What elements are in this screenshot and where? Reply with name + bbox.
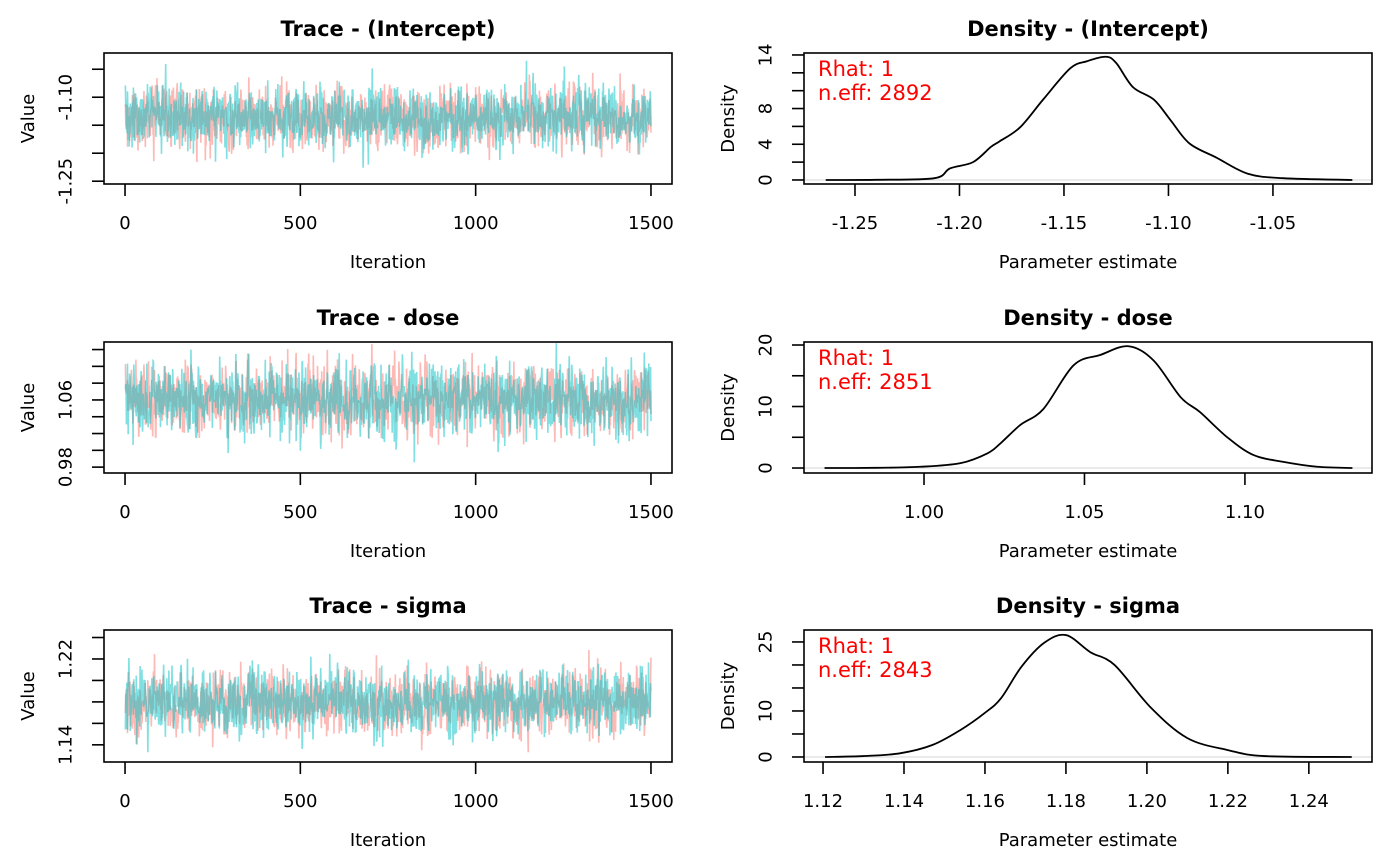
plot-area [124, 343, 652, 463]
x-tick-label: 0 [119, 502, 130, 523]
y-tick-label: 0.98 [56, 447, 77, 487]
x-tick-label: 1.00 [904, 502, 944, 523]
x-tick-label: 500 [283, 502, 317, 523]
neff-annotation: n.eff: 2892 [818, 81, 933, 105]
density-panel-1: Density - (Intercept) Rhat: 1n.eff: 2892 -… [718, 17, 1373, 273]
y-axis-label: Density [718, 373, 739, 442]
panel-title: Density - dose [1003, 306, 1173, 330]
x-tick-label: 1.12 [803, 791, 843, 812]
x-tick-label: 1.20 [1127, 791, 1167, 812]
x-tick-label: 1500 [628, 791, 674, 812]
x-tick-label: 0 [119, 213, 130, 234]
x-tick-label: 500 [283, 213, 317, 234]
x-axis-label: Iteration [350, 252, 426, 273]
x-tick-label: 0 [119, 791, 130, 812]
plot-area [804, 633, 1372, 758]
x-tick-label: 1.14 [884, 791, 924, 812]
y-tick-label: -1.25 [56, 158, 77, 205]
y-tick-label: 10 [756, 395, 777, 418]
y-tick-label: 1.22 [56, 639, 77, 679]
plot-area [804, 345, 1372, 469]
neff-annotation: n.eff: 2851 [818, 370, 933, 394]
density-panel-5: Density - sigma Rhat: 1n.eff: 2843 1.12 1.1… [718, 594, 1373, 851]
plot-frame [103, 52, 673, 185]
panel-title: Trace - dose [317, 306, 460, 330]
plot-frame [103, 629, 673, 763]
y-tick-label: 0 [756, 462, 777, 473]
plot-frame [803, 629, 1373, 763]
y-tick-label: 0 [756, 174, 777, 185]
plot-area [124, 650, 652, 753]
x-tick-label: 1.16 [965, 791, 1005, 812]
trace-panel-4: Trace - sigma 0 500 1000 1500 1.14 1.22 Iterati… [18, 594, 674, 851]
density-curve [825, 55, 1353, 181]
y-tick-label: 8 [756, 103, 777, 114]
x-axis-label: Iteration [350, 830, 426, 851]
x-tick-label: -1.15 [1041, 213, 1088, 234]
trace-line-chain-2 [124, 653, 652, 753]
y-axis-label: Value [18, 383, 39, 432]
panel-title: Trace - (Intercept) [281, 17, 496, 41]
x-tick-label: 1000 [453, 502, 499, 523]
y-axis-label: Value [18, 94, 39, 143]
x-tick-label: 1000 [453, 213, 499, 234]
rhat-annotation: Rhat: 1 [818, 634, 894, 658]
y-tick-label: 1.14 [56, 725, 77, 765]
y-axis-label: Value [18, 671, 39, 720]
y-tick-label: 14 [756, 44, 777, 67]
plot-frame [803, 341, 1373, 474]
x-tick-label: 1500 [628, 213, 674, 234]
rhat-annotation: Rhat: 1 [818, 346, 894, 370]
x-tick-label: 500 [283, 791, 317, 812]
panel-title: Density - (Intercept) [967, 17, 1209, 41]
x-tick-label: 1.22 [1208, 791, 1248, 812]
y-tick-label: 1.06 [56, 380, 77, 420]
x-tick-label: 1500 [628, 502, 674, 523]
plot-area [124, 60, 652, 168]
x-axis-label: Iteration [350, 541, 426, 562]
panel-title: Density - sigma [996, 594, 1180, 618]
x-tick-label: -1.20 [936, 213, 983, 234]
x-tick-label: -1.25 [832, 213, 879, 234]
x-tick-label: 1.05 [1064, 502, 1104, 523]
y-axis-label: Density [718, 84, 739, 153]
neff-annotation: n.eff: 2843 [818, 658, 933, 682]
x-axis-label: Parameter estimate [999, 830, 1178, 851]
x-tick-label: -1.10 [1145, 213, 1192, 234]
y-tick-label: 25 [756, 631, 777, 654]
density-curve [825, 633, 1352, 758]
x-axis-label: Parameter estimate [999, 541, 1178, 562]
y-tick-label: -1.10 [56, 74, 77, 121]
trace-line-chain-2 [124, 60, 652, 168]
y-tick-label: 10 [756, 700, 777, 723]
plot-frame [803, 52, 1373, 185]
y-tick-label: 0 [756, 751, 777, 762]
x-tick-label: 1.24 [1289, 791, 1329, 812]
y-tick-label: 20 [756, 334, 777, 357]
x-tick-label: 1.18 [1046, 791, 1086, 812]
plot-area [804, 55, 1372, 181]
trace-panel-2: Trace - dose 0 500 1000 1500 0.98 1.06 Iteratio… [18, 306, 674, 562]
density-panel-3: Density - dose Rhat: 1n.eff: 2851 1.00 1.05… [718, 306, 1373, 562]
x-axis-label: Parameter estimate [999, 252, 1178, 273]
y-tick-label: 4 [756, 139, 777, 150]
rhat-annotation: Rhat: 1 [818, 57, 894, 81]
trace-line-chain-2 [124, 343, 652, 463]
x-tick-label: -1.05 [1250, 213, 1297, 234]
x-tick-label: 1000 [453, 791, 499, 812]
x-tick-label: 1.10 [1225, 502, 1265, 523]
y-axis-label: Density [718, 661, 739, 730]
plot-frame [103, 341, 673, 474]
panel-title: Trace - sigma [309, 594, 466, 618]
trace-panel-0: Trace - (Intercept) 0 500 1000 1500 -1.10 -1.2… [18, 17, 674, 273]
density-curve [824, 345, 1353, 469]
